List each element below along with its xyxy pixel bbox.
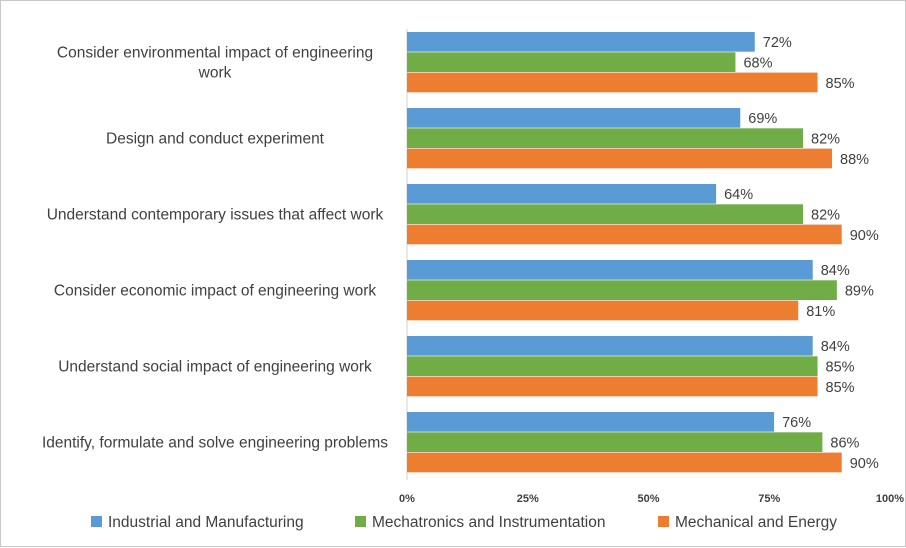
bar [407,432,823,452]
category-label: Understand contemporary issues that affe… [47,206,384,223]
category-label: Consider economic impact of engineering … [54,282,376,299]
x-tick-label: 0% [399,493,415,505]
x-tick-label: 50% [637,493,659,505]
data-label: 85% [826,380,855,396]
data-label: 81% [806,304,835,320]
data-label: 85% [826,76,855,92]
bar [407,204,804,224]
legend: Industrial and Manufacturing Mechatronics… [91,514,837,531]
bar [407,184,717,204]
category-label: Consider environmental impact of enginee… [57,44,373,61]
bar [407,280,837,300]
data-label: 82% [811,207,840,223]
legend-swatch [658,516,669,527]
bar [407,52,736,72]
data-label: 82% [811,131,840,147]
data-label: 84% [821,263,850,279]
bar [407,72,818,93]
bar [407,300,799,321]
bar [407,356,818,376]
data-label: 69% [748,111,777,127]
data-label: 89% [845,283,874,299]
legend-swatch [355,516,366,527]
data-label: 88% [840,152,869,168]
bar [407,128,804,148]
category-label: Understand social impact of engineering … [58,358,372,375]
plot-area: Consider environmental impact of enginee… [42,29,904,505]
category-label: Identify, formulate and solve engineerin… [42,434,388,451]
legend-swatch [91,516,102,527]
legend-entry: Industrial and Manufacturing [108,514,304,531]
data-label: 76% [782,415,811,431]
data-label: 72% [763,35,792,51]
data-label: 90% [850,456,879,472]
bar [407,32,755,52]
bar [407,336,813,356]
x-tick-label: 25% [517,493,539,505]
data-label: 86% [830,435,859,451]
data-label: 64% [724,187,753,203]
bar [407,412,775,432]
data-label: 85% [826,359,855,375]
bar [407,224,842,245]
data-label: 84% [821,339,850,355]
legend-entry: Mechanical and Energy [675,514,837,531]
bar [407,376,818,397]
category-label: work [198,64,232,81]
category-label: Design and conduct experiment [106,130,325,147]
bar [407,452,842,473]
x-tick-label: 100% [876,493,904,505]
bar [407,260,813,280]
legend-entry: Mechatronics and Instrumentation [372,514,605,531]
bar [407,148,833,169]
bar [407,108,741,128]
x-tick-label: 75% [758,493,780,505]
data-label: 68% [743,55,772,71]
data-label: 90% [850,228,879,244]
